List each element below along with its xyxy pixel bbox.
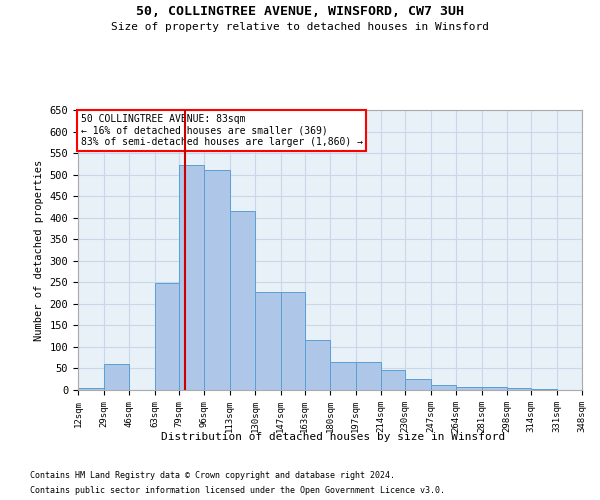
Bar — [255, 292, 281, 390]
Bar — [330, 362, 355, 390]
Text: Contains public sector information licensed under the Open Government Licence v3: Contains public sector information licen… — [30, 486, 445, 495]
Bar — [531, 389, 557, 390]
Bar — [431, 385, 456, 390]
Bar — [104, 364, 129, 390]
Bar — [179, 165, 204, 390]
Bar — [381, 370, 405, 390]
Bar — [456, 386, 482, 390]
Bar — [405, 379, 431, 390]
Y-axis label: Number of detached properties: Number of detached properties — [34, 160, 44, 340]
Bar — [355, 362, 381, 390]
Text: Distribution of detached houses by size in Winsford: Distribution of detached houses by size … — [161, 432, 505, 442]
Bar — [78, 388, 104, 390]
Text: Contains HM Land Registry data © Crown copyright and database right 2024.: Contains HM Land Registry data © Crown c… — [30, 471, 395, 480]
Bar — [155, 283, 179, 390]
Text: 50 COLLINGTREE AVENUE: 83sqm
← 16% of detached houses are smaller (369)
83% of s: 50 COLLINGTREE AVENUE: 83sqm ← 16% of de… — [80, 114, 362, 148]
Bar — [229, 211, 255, 390]
Text: Size of property relative to detached houses in Winsford: Size of property relative to detached ho… — [111, 22, 489, 32]
Bar — [482, 386, 507, 390]
Bar — [281, 292, 305, 390]
Bar — [204, 170, 229, 390]
Bar — [507, 388, 531, 390]
Text: 50, COLLINGTREE AVENUE, WINSFORD, CW7 3UH: 50, COLLINGTREE AVENUE, WINSFORD, CW7 3U… — [136, 5, 464, 18]
Bar — [305, 340, 330, 390]
